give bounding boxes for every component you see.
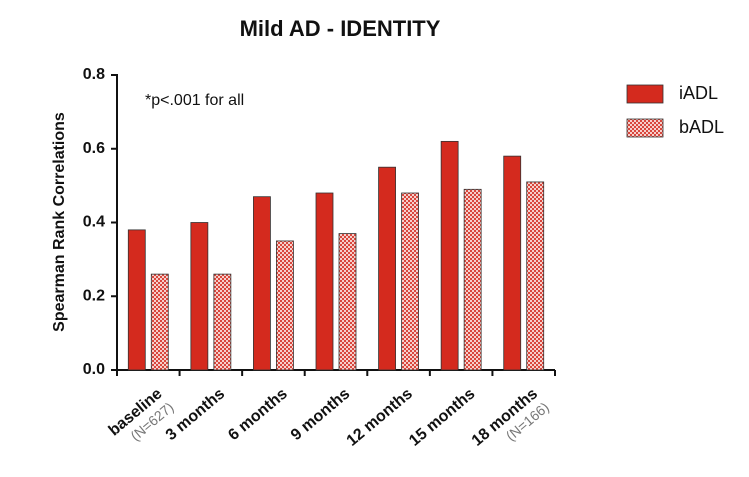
bar bbox=[378, 166, 396, 371]
y-tick-label: 0.6 bbox=[83, 140, 105, 157]
y-tick-label: 0.0 bbox=[83, 361, 105, 378]
x-tick-label: 9 months bbox=[288, 385, 353, 444]
x-tick-label: 15 months bbox=[406, 385, 478, 450]
bar bbox=[463, 188, 482, 371]
chart-title: Mild AD - IDENTITY bbox=[240, 16, 441, 41]
y-tick-label: 0.2 bbox=[83, 287, 105, 304]
y-tick-label: 0.8 bbox=[83, 66, 105, 83]
bar bbox=[440, 140, 459, 371]
legend-label: iADL bbox=[679, 83, 718, 103]
bar bbox=[253, 196, 271, 371]
bar bbox=[276, 240, 294, 371]
bar bbox=[503, 155, 522, 371]
bar bbox=[315, 192, 334, 371]
annotation: *p<.001 for all bbox=[145, 92, 244, 109]
x-tick-label: 12 months bbox=[344, 385, 416, 450]
bar bbox=[526, 181, 545, 371]
bar bbox=[213, 273, 232, 371]
bar bbox=[190, 222, 209, 371]
bar bbox=[401, 192, 419, 371]
legend-swatch bbox=[626, 118, 664, 138]
bar bbox=[127, 229, 146, 371]
legend-label: bADL bbox=[679, 117, 724, 137]
x-tick-label: 3 months bbox=[163, 385, 228, 444]
x-tick-label: 6 months bbox=[225, 385, 290, 444]
bar bbox=[150, 273, 169, 371]
y-axis-label: Spearman Rank Correlations bbox=[51, 112, 68, 332]
bar bbox=[338, 233, 357, 371]
y-tick-label: 0.4 bbox=[83, 214, 105, 231]
legend-swatch bbox=[626, 84, 664, 104]
